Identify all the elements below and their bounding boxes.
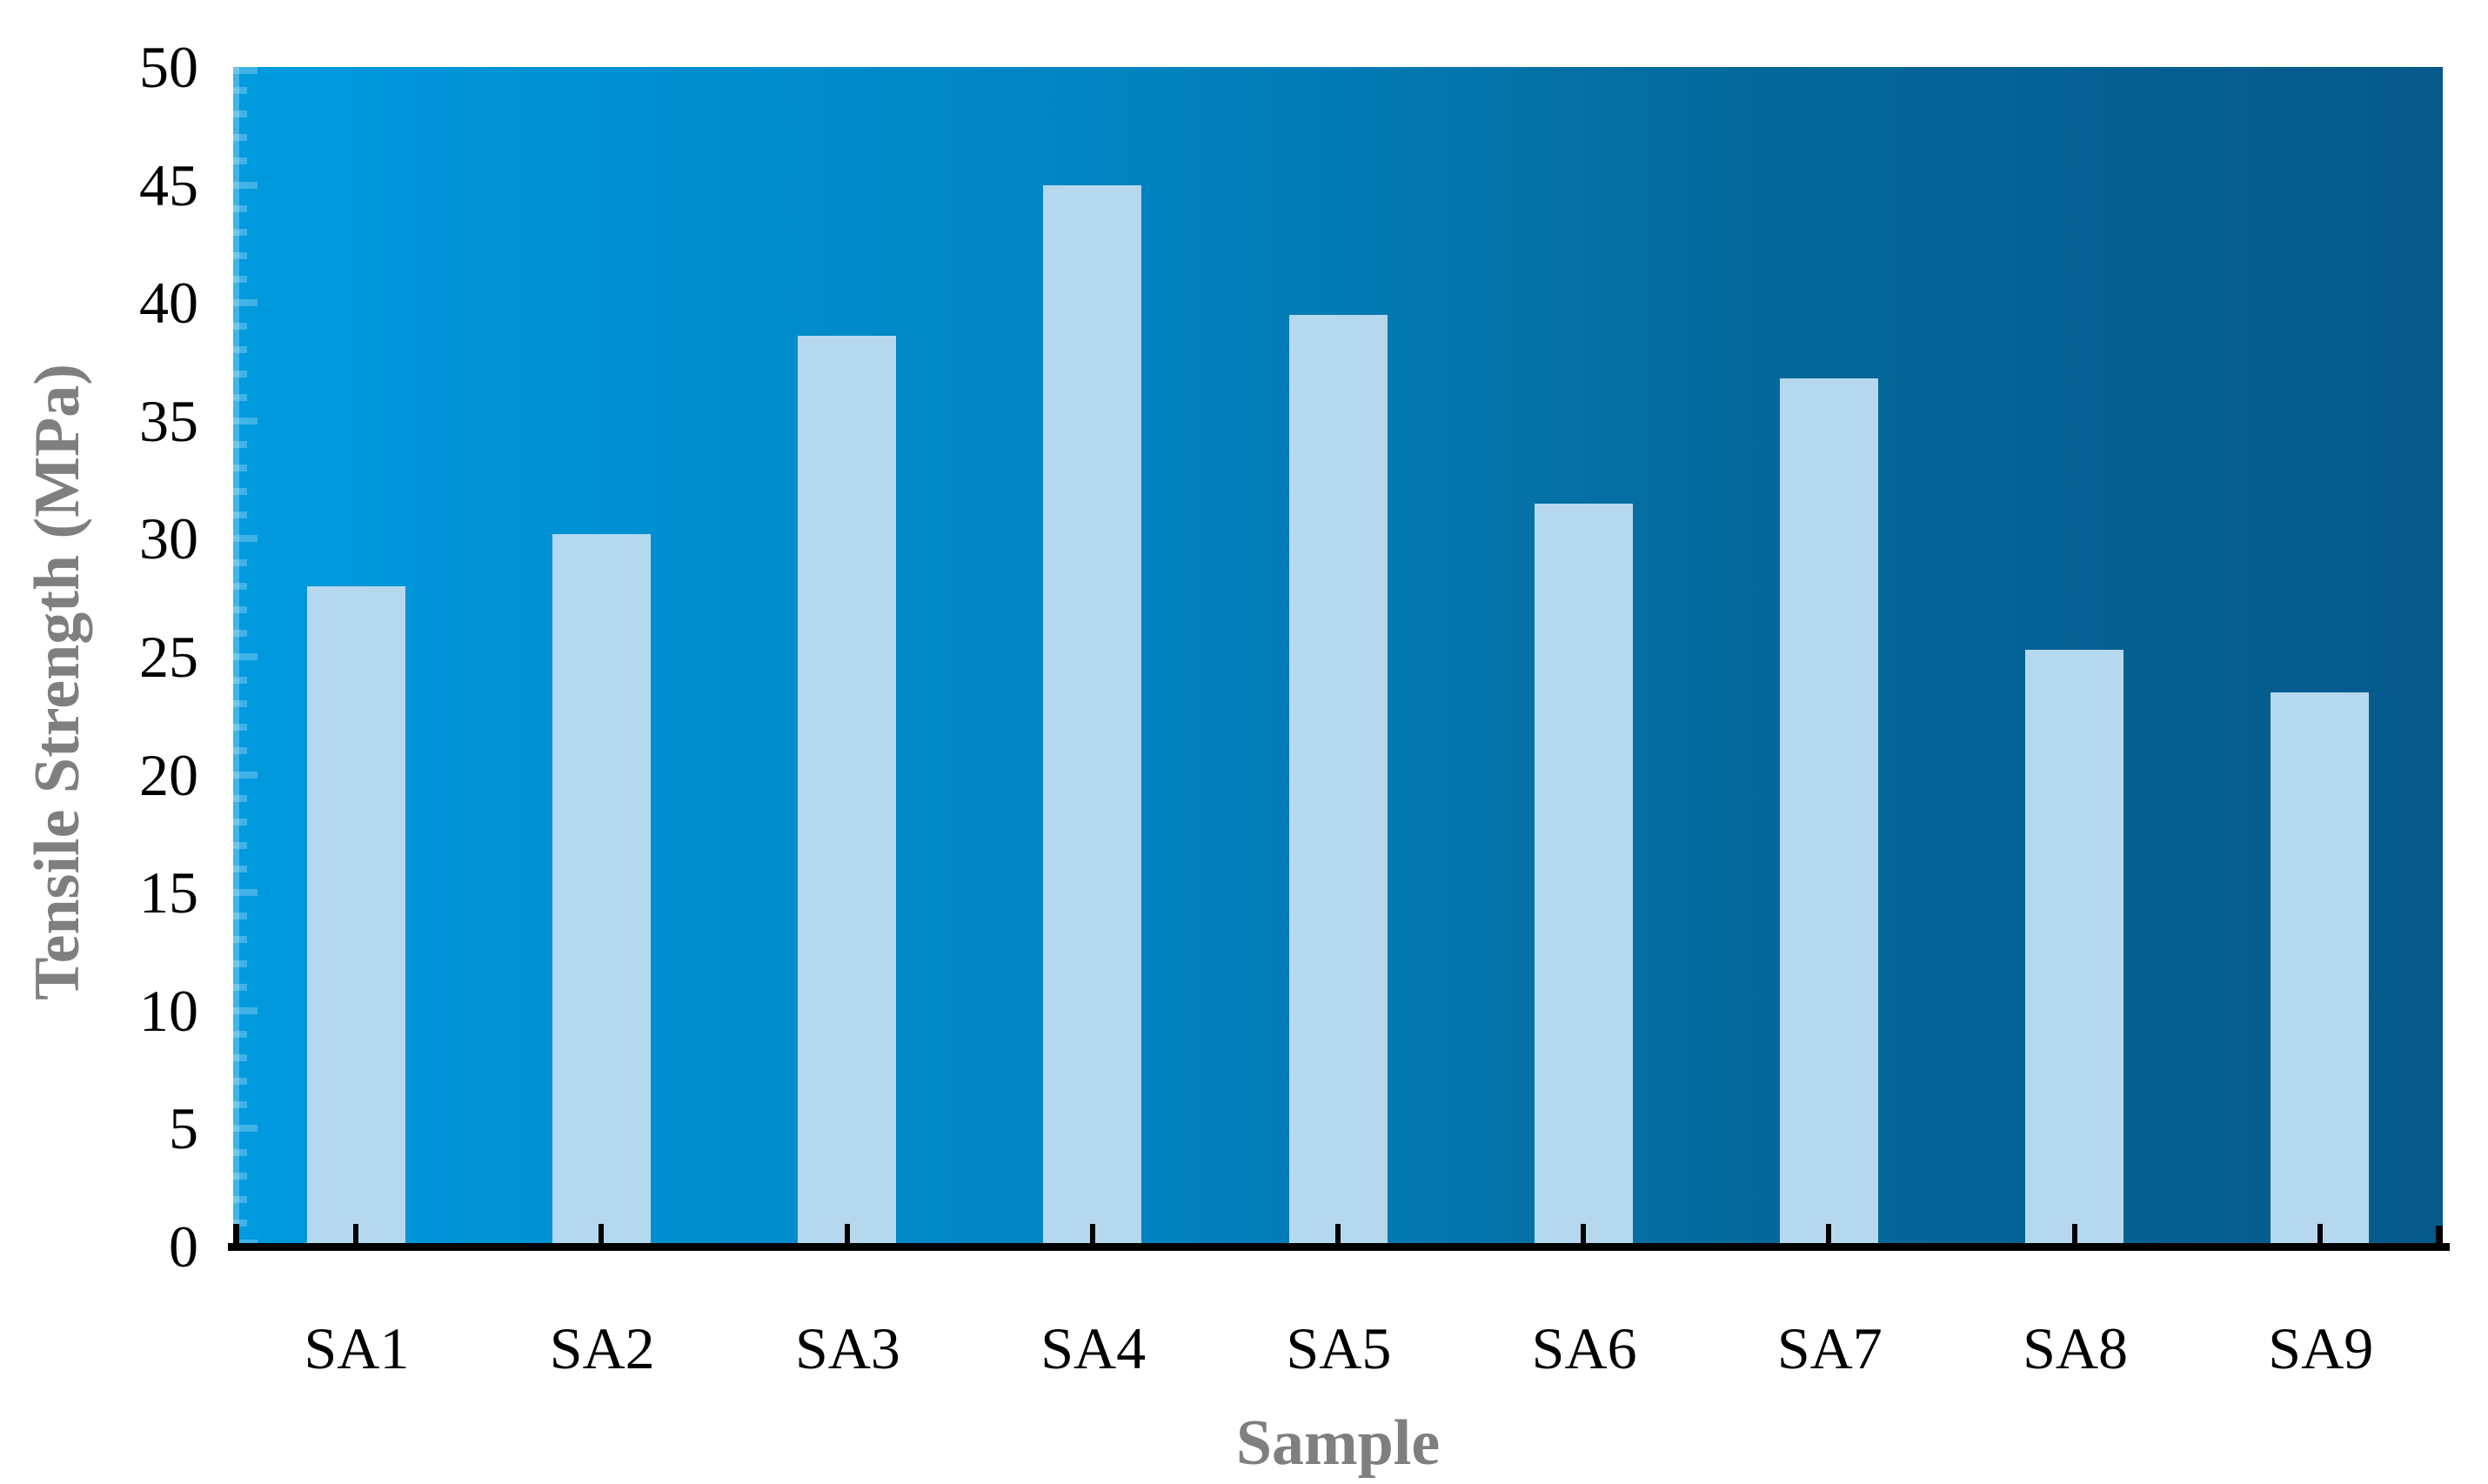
y-major-tick — [233, 67, 257, 74]
y-minor-tick — [233, 1030, 247, 1038]
y-major-tick — [233, 653, 257, 660]
bar-SA7 — [1779, 378, 1878, 1247]
y-minor-tick — [233, 629, 247, 637]
y-minor-tick — [233, 866, 247, 873]
y-tick-label-40: 40 — [139, 270, 198, 337]
x-tick-SA5 — [1335, 1224, 1341, 1247]
y-tick-label-35: 35 — [139, 387, 198, 454]
x-tick-label-SA2: SA2 — [549, 1315, 655, 1381]
y-minor-tick — [233, 1101, 247, 1109]
x-tick-label-SA9: SA9 — [2268, 1315, 2374, 1381]
x-tick-label-SA4: SA4 — [1040, 1315, 1147, 1381]
y-minor-tick — [233, 228, 247, 236]
y-minor-tick — [233, 841, 247, 849]
y-minor-tick — [233, 700, 247, 708]
y-minor-tick — [233, 110, 247, 118]
y-major-tick — [233, 771, 257, 779]
y-minor-tick — [233, 959, 247, 967]
y-minor-tick — [233, 936, 247, 944]
y-major-tick — [233, 535, 257, 543]
y-minor-tick — [233, 677, 247, 685]
x-tick-label-SA7: SA7 — [1776, 1315, 1883, 1381]
y-minor-tick — [233, 558, 247, 566]
y-minor-tick — [233, 323, 247, 331]
y-major-tick — [233, 1125, 257, 1133]
bar-SA6 — [1534, 503, 1633, 1247]
y-minor-tick — [233, 1172, 247, 1180]
bar-SA5 — [1288, 314, 1388, 1247]
x-tick-SA3 — [844, 1224, 850, 1247]
y-minor-tick — [233, 87, 247, 95]
y-tick-label-25: 25 — [139, 624, 198, 690]
y-minor-tick — [233, 465, 247, 472]
x-axis-end-tick-right — [2436, 1226, 2443, 1247]
y-major-tick — [233, 181, 257, 189]
x-axis-line — [228, 1243, 2450, 1251]
y-minor-tick — [233, 582, 247, 590]
y-tick-label-0: 0 — [169, 1213, 198, 1280]
y-minor-tick — [233, 605, 247, 613]
y-minor-tick — [233, 1219, 247, 1227]
y-minor-tick — [233, 276, 247, 284]
x-tick-label-SA5: SA5 — [1286, 1315, 1392, 1381]
y-minor-tick — [233, 157, 247, 165]
bar-SA4 — [1043, 184, 1142, 1247]
bar-SA1 — [306, 585, 405, 1247]
x-axis-title: Sample — [1235, 1407, 1441, 1479]
y-tick-label-10: 10 — [139, 977, 198, 1044]
bar-SA3 — [798, 336, 897, 1247]
y-minor-tick — [233, 251, 247, 259]
y-minor-tick — [233, 370, 247, 378]
y-minor-tick — [233, 747, 247, 755]
y-minor-tick — [233, 440, 247, 448]
y-minor-tick — [233, 983, 247, 991]
x-tick-SA2 — [599, 1224, 605, 1247]
y-minor-tick — [233, 511, 247, 519]
y-minor-tick — [233, 794, 247, 802]
x-tick-SA4 — [1089, 1224, 1095, 1247]
y-tick-label-15: 15 — [139, 859, 198, 926]
y-tick-label-20: 20 — [139, 741, 198, 808]
y-tick-label-50: 50 — [139, 34, 198, 100]
y-minor-tick — [233, 1195, 247, 1203]
y-minor-tick — [233, 1148, 247, 1156]
y-major-tick — [233, 299, 257, 307]
bar-SA9 — [2271, 692, 2370, 1247]
y-minor-tick — [233, 346, 247, 354]
plot-area — [233, 67, 2443, 1247]
x-tick-label-SA6: SA6 — [1531, 1315, 1637, 1381]
y-tick-label-5: 5 — [169, 1095, 198, 1162]
y-minor-tick — [233, 488, 247, 496]
y-minor-tick — [233, 134, 247, 142]
y-tick-label-30: 30 — [139, 505, 198, 572]
x-tick-SA8 — [2071, 1224, 2077, 1247]
x-tick-SA9 — [2317, 1224, 2323, 1247]
bar-SA2 — [552, 533, 651, 1247]
x-tick-label-SA8: SA8 — [2023, 1315, 2129, 1381]
x-tick-label-SA1: SA1 — [304, 1315, 410, 1381]
x-tick-SA7 — [1826, 1224, 1832, 1247]
y-minor-tick — [233, 724, 247, 732]
x-tick-SA1 — [353, 1224, 359, 1247]
y-major-tick — [233, 1006, 257, 1014]
y-axis-line — [233, 67, 239, 1247]
y-minor-tick — [233, 912, 247, 920]
x-axis-end-tick-left — [233, 1224, 239, 1247]
y-major-tick — [233, 889, 257, 897]
x-tick-SA6 — [1581, 1224, 1587, 1247]
bar-SA8 — [2025, 649, 2124, 1247]
y-minor-tick — [233, 1078, 247, 1086]
y-major-tick — [233, 417, 257, 424]
y-minor-tick — [233, 393, 247, 401]
y-tick-label-45: 45 — [139, 151, 198, 218]
y-minor-tick — [233, 818, 247, 826]
x-tick-label-SA3: SA3 — [794, 1315, 900, 1381]
y-minor-tick — [233, 204, 247, 212]
y-minor-tick — [233, 1054, 247, 1062]
